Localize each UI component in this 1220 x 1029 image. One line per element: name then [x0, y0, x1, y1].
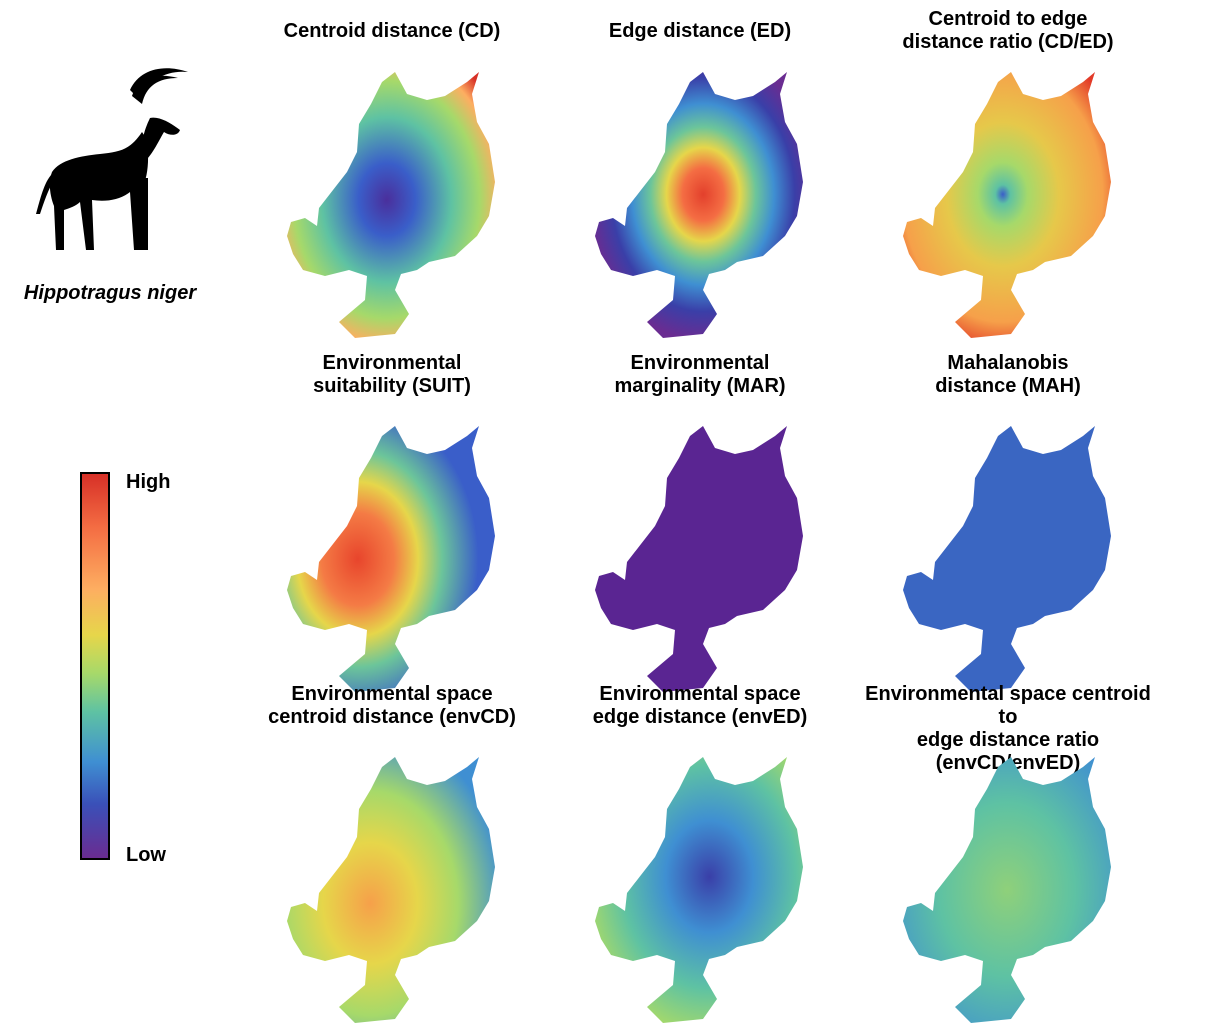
panel-title: Edge distance (ED)	[608, 20, 792, 42]
map-env-centroid-distance	[287, 757, 495, 1023]
sable-antelope-silhouette-icon	[36, 68, 188, 250]
panel-title: Centroid distance (CD)	[283, 20, 501, 42]
panel-env-cd-ed-ratio: Environmental space centroid to edge dis…	[858, 683, 1158, 1023]
map-centroid-distance	[287, 72, 495, 338]
panel-cd-ed-ratio: Centroid to edge distance ratio (CD/ED)	[858, 8, 1158, 348]
map-environmental-suitability	[287, 426, 495, 692]
color-scale-bar	[80, 472, 110, 860]
panel-env-centroid-distance: Environmental space centroid distance (e…	[242, 683, 542, 1023]
map-edge-distance	[595, 72, 803, 338]
map-env-cd-ed-ratio	[903, 757, 1111, 1023]
map-mahalanobis-distance	[903, 426, 1111, 692]
map-environmental-marginality	[595, 426, 803, 692]
legend-low-label: Low	[126, 844, 166, 866]
panel-title: Environmental space centroid to edge dis…	[865, 683, 1151, 774]
panel-title: Centroid to edge distance ratio (CD/ED)	[902, 8, 1114, 53]
species-name: Hippotragus niger	[23, 282, 197, 304]
panel-title: Environmental space edge distance (envED…	[592, 683, 808, 728]
panel-environmental-marginality: Environmental marginality (MAR)	[550, 352, 850, 692]
panel-title: Mahalanobis distance (MAH)	[935, 352, 1081, 397]
panel-title: Environmental marginality (MAR)	[614, 352, 786, 397]
panel-mahalanobis-distance: Mahalanobis distance (MAH)	[858, 352, 1158, 692]
panel-env-edge-distance: Environmental space edge distance (envED…	[550, 683, 850, 1023]
panel-edge-distance: Edge distance (ED)	[550, 20, 850, 360]
map-env-edge-distance	[595, 757, 803, 1023]
panel-title: Environmental suitability (SUIT)	[313, 352, 471, 397]
map-cd-ed-ratio	[903, 72, 1111, 338]
panel-environmental-suitability: Environmental suitability (SUIT)	[242, 352, 542, 692]
panel-title: Environmental space centroid distance (e…	[268, 683, 516, 728]
legend-high-label: High	[126, 471, 171, 493]
panel-centroid-distance: Centroid distance (CD)	[242, 20, 542, 360]
